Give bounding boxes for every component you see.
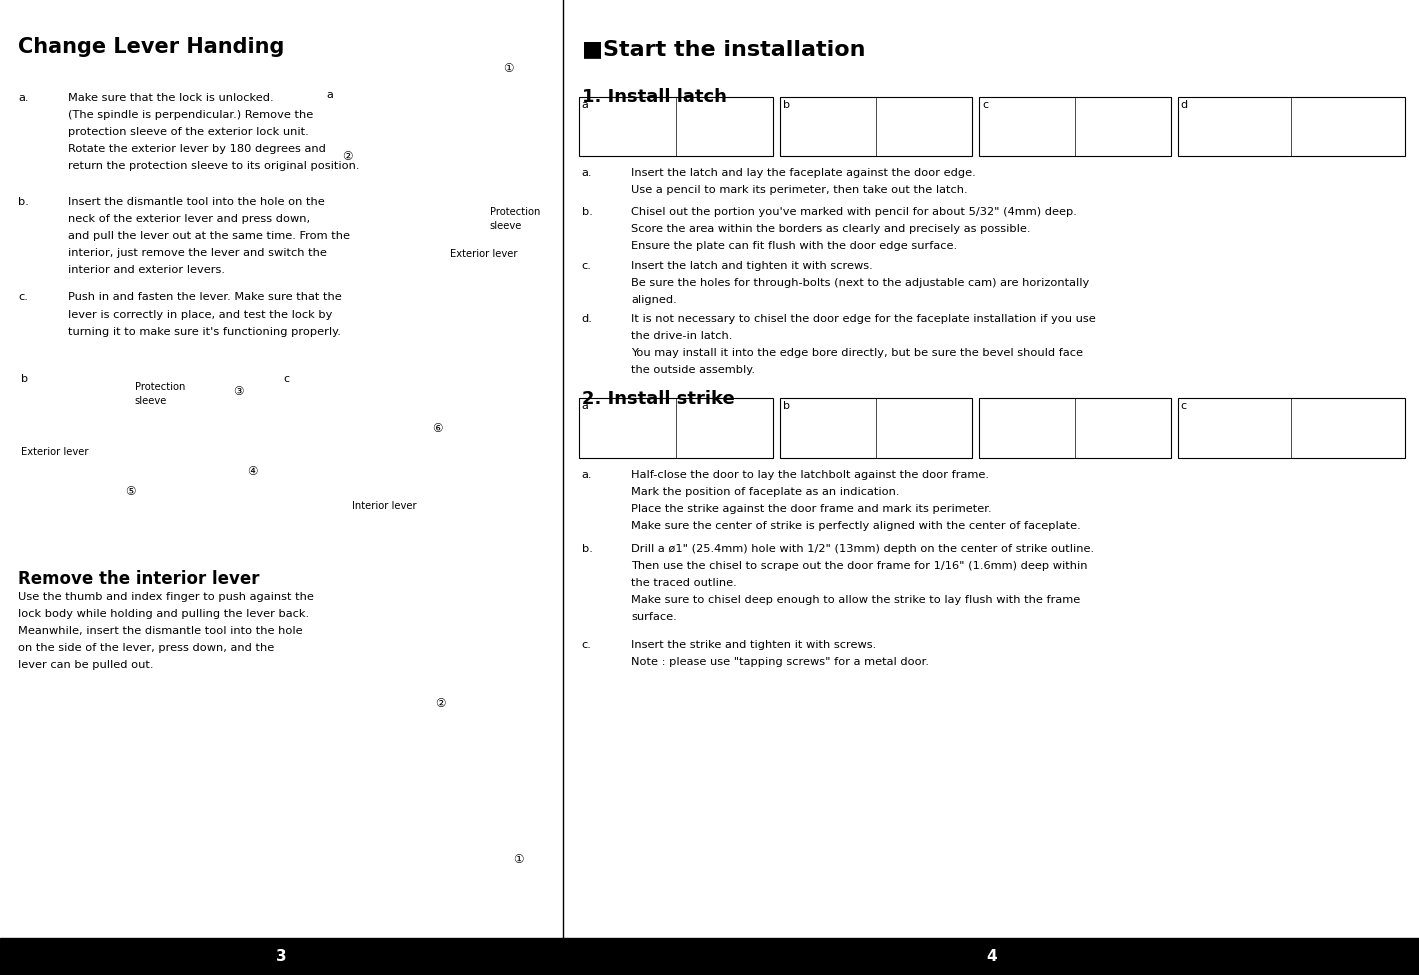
- Text: a.: a.: [18, 93, 28, 102]
- Text: b.: b.: [18, 197, 30, 207]
- Text: sleeve: sleeve: [135, 396, 167, 406]
- Text: aligned.: aligned.: [631, 295, 677, 305]
- Text: sleeve: sleeve: [490, 221, 522, 231]
- Text: Protection: Protection: [490, 207, 541, 216]
- Text: d.: d.: [582, 314, 593, 324]
- Text: interior and exterior levers.: interior and exterior levers.: [68, 265, 226, 275]
- Text: c: c: [284, 374, 289, 384]
- Text: a: a: [326, 90, 333, 99]
- Text: Make sure to chisel deep enough to allow the strike to lay flush with the frame: Make sure to chisel deep enough to allow…: [631, 595, 1081, 605]
- Text: 4: 4: [986, 949, 996, 964]
- Text: b: b: [783, 401, 790, 410]
- Text: You may install it into the edge bore directly, but be sure the bevel should fac: You may install it into the edge bore di…: [631, 348, 1084, 358]
- Text: the outside assembly.: the outside assembly.: [631, 365, 755, 375]
- Text: Mark the position of faceplate as an indication.: Mark the position of faceplate as an ind…: [631, 487, 900, 497]
- Text: c.: c.: [582, 640, 592, 649]
- Text: Exterior lever: Exterior lever: [450, 249, 518, 258]
- Bar: [1178, 98, 1405, 156]
- Text: lever is correctly in place, and test the lock by: lever is correctly in place, and test th…: [68, 310, 332, 320]
- Text: Chisel out the portion you've marked with pencil for about 5/32" (4mm) deep.: Chisel out the portion you've marked wit…: [631, 207, 1077, 216]
- Text: ■Start the installation: ■Start the installation: [582, 39, 866, 59]
- Text: ①: ①: [512, 853, 524, 867]
- Text: Rotate the exterior lever by 180 degrees and: Rotate the exterior lever by 180 degrees…: [68, 143, 326, 154]
- Text: Then use the chisel to scrape out the door frame for 1/16" (1.6mm) deep within: Then use the chisel to scrape out the do…: [631, 562, 1088, 571]
- Text: and pull the lever out at the same time. From the: and pull the lever out at the same time.…: [68, 231, 350, 241]
- Text: It is not necessary to chisel the door edge for the faceplate installation if yo: It is not necessary to chisel the door e…: [631, 314, 1097, 324]
- Text: Change Lever Handing: Change Lever Handing: [18, 37, 285, 58]
- Text: Half-close the door to lay the latchbolt against the door frame.: Half-close the door to lay the latchbolt…: [631, 470, 989, 480]
- Bar: [780, 98, 972, 156]
- Text: Protection: Protection: [135, 382, 186, 392]
- Text: b.: b.: [582, 544, 593, 554]
- Text: lock body while holding and pulling the lever back.: lock body while holding and pulling the …: [18, 608, 309, 619]
- Text: Ensure the plate can fit flush with the door edge surface.: Ensure the plate can fit flush with the …: [631, 241, 958, 251]
- Bar: [563, 938, 1419, 975]
- Text: Interior lever: Interior lever: [352, 501, 417, 511]
- Text: interior, just remove the lever and switch the: interior, just remove the lever and swit…: [68, 248, 326, 258]
- Text: Drill a ø1" (25.4mm) hole with 1/2" (13mm) depth on the center of strike outline: Drill a ø1" (25.4mm) hole with 1/2" (13m…: [631, 544, 1094, 554]
- Text: Insert the latch and tighten it with screws.: Insert the latch and tighten it with scr…: [631, 261, 873, 271]
- Text: c.: c.: [582, 261, 592, 271]
- Text: b: b: [21, 374, 28, 384]
- Text: c.: c.: [18, 292, 28, 302]
- Text: ②: ②: [342, 149, 353, 163]
- Text: Meanwhile, insert the dismantle tool into the hole: Meanwhile, insert the dismantle tool int…: [18, 626, 304, 636]
- Text: Remove the interior lever: Remove the interior lever: [18, 570, 260, 588]
- Text: Make sure the center of strike is perfectly aligned with the center of faceplate: Make sure the center of strike is perfec…: [631, 521, 1081, 531]
- Text: b: b: [783, 100, 790, 110]
- Text: a: a: [582, 401, 589, 410]
- Bar: [780, 398, 972, 458]
- Text: Place the strike against the door frame and mark its perimeter.: Place the strike against the door frame …: [631, 504, 992, 514]
- Text: Use a pencil to mark its perimeter, then take out the latch.: Use a pencil to mark its perimeter, then…: [631, 185, 968, 195]
- Text: on the side of the lever, press down, and the: on the side of the lever, press down, an…: [18, 644, 275, 653]
- Text: 1. Install latch: 1. Install latch: [582, 88, 727, 105]
- Text: a.: a.: [582, 470, 592, 480]
- Text: protection sleeve of the exterior lock unit.: protection sleeve of the exterior lock u…: [68, 127, 309, 136]
- Text: (The spindle is perpendicular.) Remove the: (The spindle is perpendicular.) Remove t…: [68, 109, 314, 120]
- Text: c: c: [1181, 401, 1186, 410]
- Text: 2. Install strike: 2. Install strike: [582, 390, 735, 408]
- Bar: [0, 938, 563, 975]
- Text: the traced outline.: the traced outline.: [631, 578, 738, 588]
- Text: Insert the latch and lay the faceplate against the door edge.: Insert the latch and lay the faceplate a…: [631, 168, 976, 177]
- Text: ⑤: ⑤: [125, 485, 136, 498]
- Text: ②: ②: [434, 697, 446, 711]
- Text: Make sure that the lock is unlocked.: Make sure that the lock is unlocked.: [68, 93, 274, 102]
- Text: a: a: [582, 100, 589, 110]
- Text: Exterior lever: Exterior lever: [21, 447, 89, 456]
- Text: a.: a.: [582, 168, 592, 177]
- Text: return the protection sleeve to its original position.: return the protection sleeve to its orig…: [68, 161, 359, 171]
- Text: c: c: [982, 100, 988, 110]
- Text: b.: b.: [582, 207, 593, 216]
- Text: ⑥: ⑥: [431, 422, 443, 436]
- Text: the drive-in latch.: the drive-in latch.: [631, 331, 732, 341]
- Text: Use the thumb and index finger to push against the: Use the thumb and index finger to push a…: [18, 592, 315, 602]
- Text: Note : please use "tapping screws" for a metal door.: Note : please use "tapping screws" for a…: [631, 657, 929, 667]
- Bar: [579, 98, 773, 156]
- Text: neck of the exterior lever and press down,: neck of the exterior lever and press dow…: [68, 214, 311, 224]
- Text: Push in and fasten the lever. Make sure that the: Push in and fasten the lever. Make sure …: [68, 292, 342, 302]
- Text: Score the area within the borders as clearly and precisely as possible.: Score the area within the borders as cle…: [631, 223, 1032, 234]
- Bar: [979, 98, 1171, 156]
- Bar: [579, 398, 773, 458]
- Text: 3: 3: [277, 949, 287, 964]
- Bar: [1178, 398, 1405, 458]
- Text: turning it to make sure it's functioning properly.: turning it to make sure it's functioning…: [68, 327, 341, 336]
- Text: Be sure the holes for through-bolts (next to the adjustable cam) are horizontall: Be sure the holes for through-bolts (nex…: [631, 279, 1090, 289]
- Bar: [979, 398, 1171, 458]
- Text: ①: ①: [502, 61, 514, 75]
- Text: surface.: surface.: [631, 612, 677, 622]
- Text: ④: ④: [247, 465, 258, 479]
- Text: d: d: [1181, 100, 1188, 110]
- Text: Insert the dismantle tool into the hole on the: Insert the dismantle tool into the hole …: [68, 197, 325, 207]
- Text: ③: ③: [233, 385, 244, 399]
- Text: Insert the strike and tighten it with screws.: Insert the strike and tighten it with sc…: [631, 640, 877, 649]
- Text: lever can be pulled out.: lever can be pulled out.: [18, 660, 153, 670]
